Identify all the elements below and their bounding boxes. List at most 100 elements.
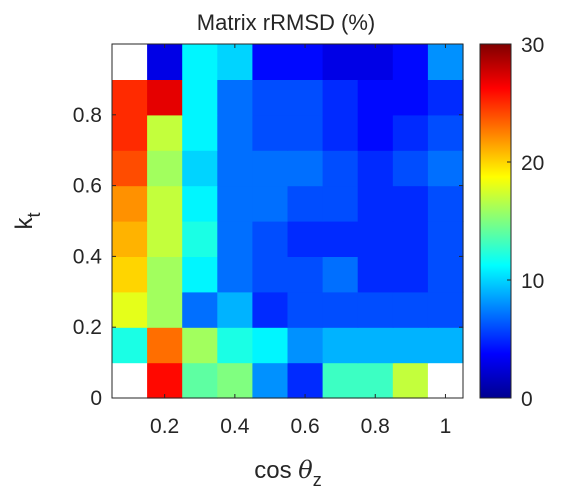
heatmap-cell: [322, 44, 359, 80]
heatmap-cell: [287, 291, 324, 328]
heatmap-cell: [217, 362, 253, 399]
heatmap-cell: [392, 44, 429, 80]
heatmap-cell: [252, 221, 289, 257]
colorbar-tick-label: 10: [521, 270, 544, 293]
heatmap-cell: [147, 79, 183, 116]
heatmap-cell: [322, 150, 359, 187]
heatmap-cell: [112, 327, 148, 364]
colorbar-axis: 0 10 20 30: [507, 34, 544, 411]
y-axis: 0 0.2 0.4 0.6 0.8: [73, 104, 463, 410]
heatmap-cell: [392, 221, 429, 257]
heatmap-cell: [287, 44, 324, 80]
x-axis-label-symbol: θ: [298, 456, 313, 484]
heatmap-cell: [357, 256, 394, 293]
heatmap-cell: [217, 185, 253, 222]
x-axis-label-subscript: z: [313, 470, 322, 490]
heatmap-cell: [357, 114, 394, 151]
heatmap-cell: [357, 150, 394, 187]
heatmap-cell: [217, 327, 253, 364]
heatmap-cell: [357, 362, 394, 399]
heatmap-cell: [427, 185, 464, 222]
heatmap-cell: [147, 291, 183, 328]
heatmap-cell: [147, 256, 183, 293]
colorbar-tick-label: 20: [521, 152, 544, 175]
heatmap-cell: [252, 44, 289, 80]
heatmap-cell: [147, 362, 183, 399]
x-tick-label: 0.8: [361, 415, 390, 438]
heatmap-cell: [427, 44, 464, 80]
colorbar: [479, 43, 512, 399]
heatmap-cell: [392, 362, 429, 399]
heatmap-cell: [322, 79, 359, 116]
heatmap-cell: [322, 221, 359, 257]
heatmap-cell: [252, 185, 289, 222]
y-tick-label: 0.4: [73, 245, 103, 268]
x-tick-label: 0.2: [150, 415, 179, 438]
heatmap-cell: [112, 44, 148, 80]
heatmap-cell: [392, 256, 429, 293]
heatmap-cell: [427, 291, 464, 328]
x-axis: 0.2 0.4 0.6 0.8 1: [150, 44, 451, 438]
heatmap-cell: [287, 185, 324, 222]
heatmap-cell: [322, 114, 359, 151]
heatmap-cell: [357, 327, 394, 364]
heatmap-cell: [182, 256, 218, 293]
heatmap-cell: [112, 79, 148, 116]
heatmap-cell: [287, 362, 324, 399]
heatmap-cell: [357, 79, 394, 116]
heatmap-cell: [147, 327, 183, 364]
x-tick-label: 1: [440, 415, 452, 438]
heatmap-cell: [217, 150, 253, 187]
heatmap-cell: [287, 79, 324, 116]
heatmap-cell: [147, 150, 183, 187]
heatmap-cell: [182, 185, 218, 222]
heatmap-cell: [252, 114, 289, 151]
heatmap-cell: [427, 362, 464, 399]
y-tick-label: 0.8: [73, 104, 102, 127]
x-tick-label: 0.4: [220, 415, 250, 438]
heatmap-cell: [182, 79, 218, 116]
heatmap-cell: [112, 150, 148, 187]
heatmap-cell: [287, 256, 324, 293]
heatmap-cell: [147, 221, 183, 257]
heatmap-cell: [392, 114, 429, 151]
heatmap-cell: [427, 256, 464, 293]
heatmap-cell: [252, 150, 289, 187]
heatmap-cell: [392, 185, 429, 222]
heatmap-cell: [427, 221, 464, 257]
heatmap-cell: [287, 114, 324, 151]
heatmap-cell: [287, 150, 324, 187]
heatmap-cell: [217, 44, 253, 80]
heatmap-cell: [392, 291, 429, 328]
heatmap-cell: [112, 256, 148, 293]
heatmap-cell: [322, 291, 359, 328]
y-tick-label: 0: [90, 387, 102, 410]
heatmap-cell: [287, 327, 324, 364]
heatmap-cell: [427, 327, 464, 364]
x-axis-label: cos θz: [254, 456, 321, 490]
heatmap-cell: [287, 221, 324, 257]
y-tick-label: 0.2: [73, 316, 102, 339]
x-tick-label: 0.6: [290, 415, 319, 438]
heatmap-cell: [112, 185, 148, 222]
heatmap-cell: [112, 291, 148, 328]
heatmap-cell: [392, 79, 429, 116]
heatmap-cell: [357, 291, 394, 328]
heatmap-cell: [427, 79, 464, 116]
heatmap-cell: [392, 150, 429, 187]
heatmap-cell: [182, 44, 218, 80]
heatmap-cell: [182, 291, 218, 328]
colorbar-tick-label: 0: [521, 388, 533, 411]
heatmap-cell: [252, 79, 289, 116]
heatmap-cell: [252, 256, 289, 293]
heatmap-cell: [392, 327, 429, 364]
heatmap-cell: [427, 150, 464, 187]
plot-frame: [111, 43, 464, 399]
heatmap-cell: [112, 362, 148, 399]
heatmap-cell: [112, 114, 148, 151]
heatmap-cell: [147, 44, 183, 80]
heatmap-cell: [252, 362, 289, 399]
heatmap-cell: [182, 150, 218, 187]
heatmap-cell: [112, 221, 148, 257]
